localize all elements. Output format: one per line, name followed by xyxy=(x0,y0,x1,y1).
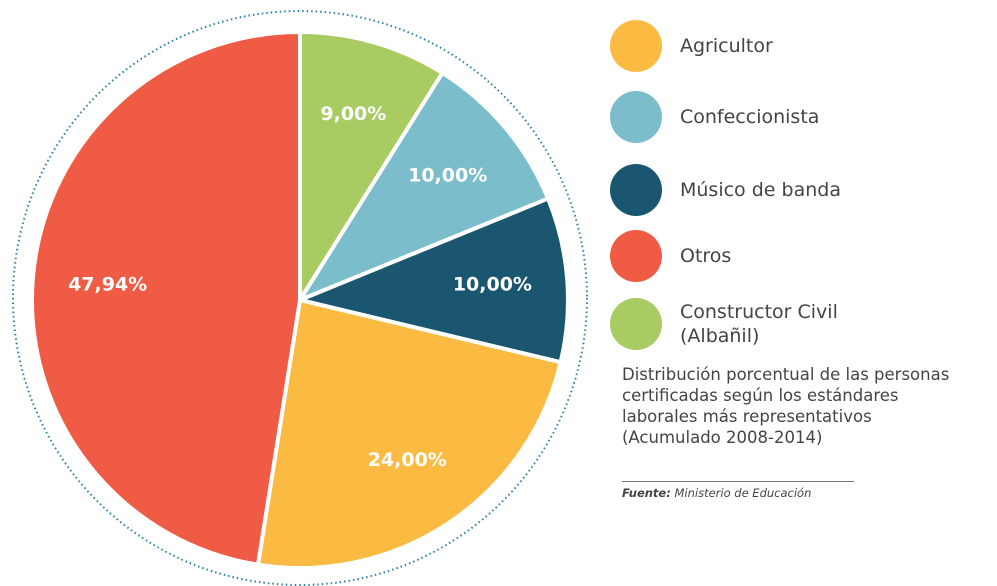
slice-label: 9,00% xyxy=(320,103,386,125)
legend-item: Agricultor xyxy=(610,20,900,72)
slice-label: 47,94% xyxy=(68,273,147,295)
slice xyxy=(255,297,564,570)
legend-label: Constructor Civil (Albañil) xyxy=(680,301,838,347)
slices: 9,00% 10,00% 10,00% 24,00% 47,94% xyxy=(30,29,570,570)
slice xyxy=(293,195,570,365)
dotted-ring xyxy=(12,10,588,586)
slice-label: 24,00% xyxy=(368,449,447,471)
slice-label: 10,00% xyxy=(453,274,532,296)
caption-line: (Acumulado 2008-2014) xyxy=(622,428,823,447)
pie-chart: 9,00% 10,00% 10,00% 24,00% 47,94% xyxy=(12,10,588,586)
legend-item: Otros xyxy=(610,230,900,282)
legend-label: Confeccionista xyxy=(680,106,820,128)
caption-line: Distribución porcentual de las personas xyxy=(622,365,950,384)
slice xyxy=(298,29,446,307)
legend-label: Otros xyxy=(680,245,732,267)
legend-label: Agricultor xyxy=(680,35,773,57)
source: Fuente: Ministerio de Educación xyxy=(622,481,854,500)
caption-line: certificadas según los estándares xyxy=(622,386,899,405)
legend-swatch xyxy=(610,91,662,143)
slice xyxy=(295,70,551,305)
slice xyxy=(30,29,302,567)
caption: Distribución porcentual de las personas c… xyxy=(622,364,949,448)
caption-line: laborales más representativos xyxy=(622,407,872,426)
legend-swatch xyxy=(610,230,662,282)
legend-label: Músico de banda xyxy=(680,179,841,201)
legend-swatch xyxy=(610,298,662,350)
legend-item: Confeccionista xyxy=(610,91,900,143)
legend-swatch xyxy=(610,20,662,72)
legend-item: Músico de banda xyxy=(610,164,900,216)
slice-label: 10,00% xyxy=(408,164,487,186)
legend-swatch xyxy=(610,164,662,216)
source-label: Fuente: xyxy=(622,486,671,500)
source-text: Ministerio de Educación xyxy=(674,486,812,500)
legend-item: Constructor Civil (Albañil) xyxy=(610,298,900,350)
